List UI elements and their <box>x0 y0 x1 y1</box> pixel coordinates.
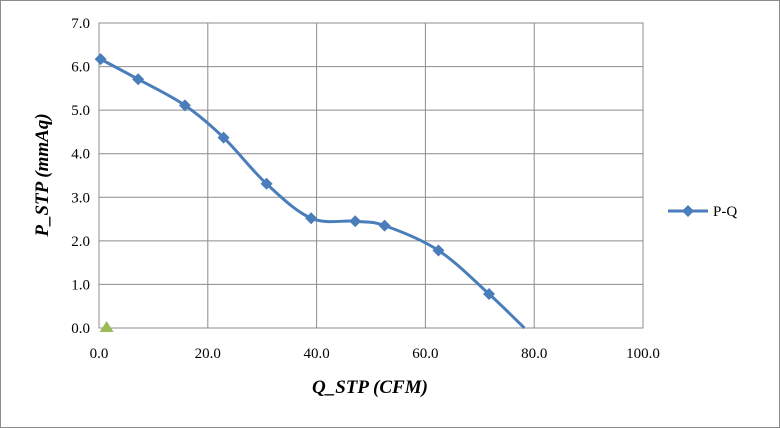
y-tick-label: 6.0 <box>71 60 90 76</box>
y-tick-label: 3.0 <box>71 190 90 206</box>
x-tick-label: 40.0 <box>303 346 329 362</box>
extra-point-marker <box>99 321 114 332</box>
gridlines <box>98 22 644 329</box>
y-tick-label: 2.0 <box>71 234 90 250</box>
y-tick-label: 5.0 <box>71 103 90 119</box>
y-axis-title: P_STP (mmAq) <box>32 113 53 237</box>
data-point <box>178 99 191 112</box>
legend: P-Q <box>668 204 737 220</box>
x-tick-label: 100.0 <box>626 346 660 362</box>
x-axis-ticks: 0.0 20.0 40.0 60.0 80.0 100.0 <box>90 346 660 362</box>
data-point <box>432 244 445 257</box>
series-layer <box>94 53 526 330</box>
data-point <box>378 219 391 232</box>
data-point <box>217 131 230 144</box>
x-axis-title: Q_STP (CFM) <box>312 377 428 398</box>
data-point <box>305 212 318 225</box>
legend-label: P-Q <box>713 204 737 220</box>
extra-points-layer <box>99 321 114 332</box>
y-tick-label: 4.0 <box>71 147 90 163</box>
x-tick-label: 0.0 <box>90 346 109 362</box>
legend-marker <box>682 205 694 217</box>
data-point <box>94 53 107 66</box>
y-axis-ticks: 0.0 1.0 2.0 3.0 4.0 5.0 6.0 7.0 <box>71 16 90 337</box>
x-tick-label: 80.0 <box>521 346 547 362</box>
plot-area-border <box>98 22 644 329</box>
data-point <box>349 215 362 228</box>
y-tick-label: 7.0 <box>71 16 90 32</box>
x-tick-label: 20.0 <box>195 346 221 362</box>
series-line <box>99 57 526 330</box>
y-tick-label: 0.0 <box>71 321 90 337</box>
data-point <box>132 73 145 86</box>
data-point <box>483 288 496 301</box>
x-tick-label: 60.0 <box>412 346 438 362</box>
data-point <box>260 177 273 190</box>
y-tick-label: 1.0 <box>71 277 90 293</box>
